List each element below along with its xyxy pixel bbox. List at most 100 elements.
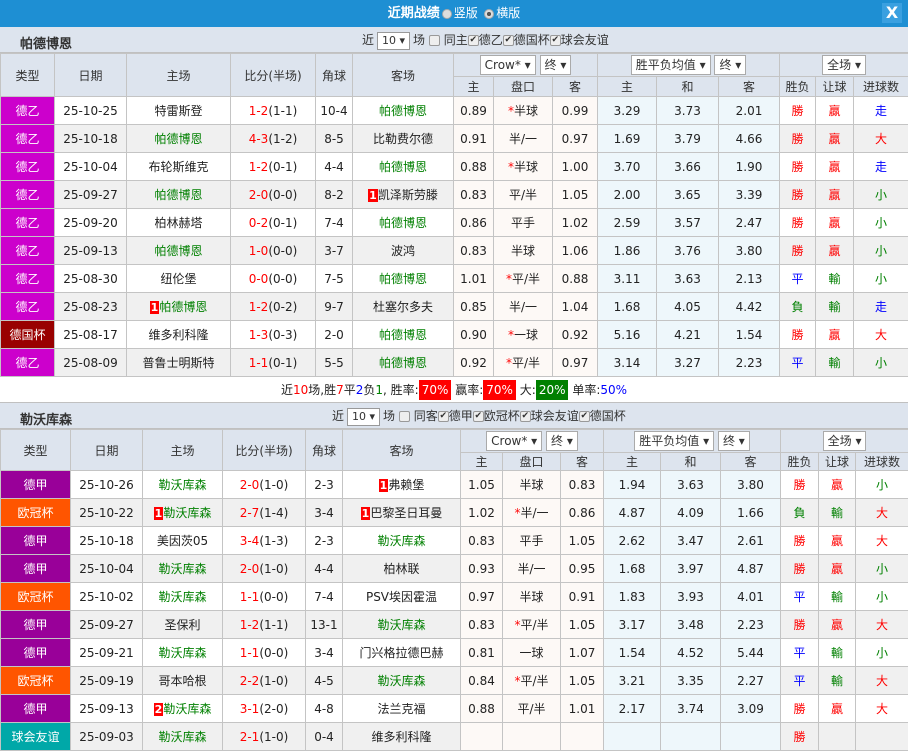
league-type[interactable]: 德国杯 [1, 321, 55, 349]
home-team[interactable]: 圣保利 [143, 611, 223, 639]
score[interactable]: 4-3(1-2) [231, 125, 316, 153]
odds-stage-select[interactable]: 终 ▾ [718, 431, 750, 451]
close-button[interactable]: X [882, 3, 902, 23]
league-type[interactable]: 德乙 [1, 349, 55, 377]
league-type[interactable]: 德甲 [1, 695, 71, 723]
league-type[interactable]: 德甲 [1, 527, 71, 555]
scope-select[interactable]: 全场 ▾ [823, 431, 867, 451]
score[interactable]: 1-1(0-0) [223, 639, 306, 667]
score[interactable]: 2-0(0-0) [231, 181, 316, 209]
odds-type-select[interactable]: 胜平负均值 ▾ [631, 55, 711, 75]
away-team[interactable]: 勒沃库森 [343, 667, 461, 695]
score[interactable]: 2-0(1-0) [223, 471, 306, 499]
league-type[interactable]: 德乙 [1, 237, 55, 265]
score[interactable]: 3-1(2-0) [223, 695, 306, 723]
home-team[interactable]: 勒沃库森 [143, 471, 223, 499]
score[interactable]: 2-0(1-0) [223, 555, 306, 583]
view-option-vertical[interactable]: 竖版 [454, 6, 478, 20]
league-type[interactable]: 德乙 [1, 153, 55, 181]
company-stage-select[interactable]: 终 ▾ [546, 431, 578, 451]
score[interactable]: 1-1(0-1) [231, 349, 316, 377]
league-type[interactable]: 德甲 [1, 639, 71, 667]
away-team[interactable]: 1凯泽斯劳滕 [353, 181, 454, 209]
league-type[interactable]: 球会友谊 [1, 723, 71, 751]
league-type[interactable]: 德乙 [1, 265, 55, 293]
league-checkbox[interactable]: ✔ [473, 411, 484, 422]
home-team[interactable]: 勒沃库森 [143, 723, 223, 751]
score[interactable]: 1-2(1-1) [231, 97, 316, 125]
home-team[interactable]: 维多利科隆 [127, 321, 231, 349]
home-team[interactable]: 勒沃库森 [143, 555, 223, 583]
home-team[interactable]: 1帕德博恩 [127, 293, 231, 321]
score[interactable]: 3-4(1-3) [223, 527, 306, 555]
league-checkbox[interactable]: ✔ [503, 35, 514, 46]
radio-horizontal[interactable] [484, 9, 494, 19]
home-team[interactable]: 勒沃库森 [143, 583, 223, 611]
home-team[interactable]: 帕德博恩 [127, 125, 231, 153]
score[interactable]: 0-0(0-0) [231, 265, 316, 293]
away-team[interactable]: 杜塞尔多夫 [353, 293, 454, 321]
scope-select[interactable]: 全场 ▾ [822, 55, 866, 75]
away-team[interactable]: 帕德博恩 [353, 349, 454, 377]
league-type[interactable]: 德乙 [1, 209, 55, 237]
league-type[interactable]: 德乙 [1, 181, 55, 209]
league-checkbox[interactable]: ✔ [550, 35, 561, 46]
score[interactable]: 2-7(1-4) [223, 499, 306, 527]
league-type[interactable]: 德甲 [1, 611, 71, 639]
league-checkbox[interactable]: ✔ [579, 411, 590, 422]
league-type[interactable]: 欧冠杯 [1, 499, 71, 527]
score[interactable]: 1-2(1-1) [223, 611, 306, 639]
odds-stage-select[interactable]: 终 ▾ [714, 55, 746, 75]
away-team[interactable]: 帕德博恩 [353, 209, 454, 237]
away-team[interactable]: 帕德博恩 [353, 153, 454, 181]
odds-type-select[interactable]: 胜平负均值 ▾ [634, 431, 714, 451]
score[interactable]: 2-1(1-0) [223, 723, 306, 751]
home-team[interactable]: 勒沃库森 [143, 639, 223, 667]
league-type[interactable]: 欧冠杯 [1, 667, 71, 695]
score[interactable]: 1-1(0-0) [223, 583, 306, 611]
away-team[interactable]: 门兴格拉德巴赫 [343, 639, 461, 667]
score[interactable]: 1-0(0-0) [231, 237, 316, 265]
company-stage-select[interactable]: 终 ▾ [540, 55, 572, 75]
home-team[interactable]: 特雷斯登 [127, 97, 231, 125]
league-type[interactable]: 德乙 [1, 97, 55, 125]
same-venue-checkbox[interactable] [429, 35, 440, 46]
home-team[interactable]: 美因茨05 [143, 527, 223, 555]
home-team[interactable]: 2勒沃库森 [143, 695, 223, 723]
company-select[interactable]: Crow* ▾ [486, 431, 542, 451]
score[interactable]: 2-2(1-0) [223, 667, 306, 695]
away-team[interactable]: 柏林联 [343, 555, 461, 583]
home-team[interactable]: 帕德博恩 [127, 237, 231, 265]
same-venue-checkbox[interactable] [399, 411, 410, 422]
away-team[interactable]: 勒沃库森 [343, 611, 461, 639]
league-type[interactable]: 德甲 [1, 471, 71, 499]
league-type[interactable]: 欧冠杯 [1, 583, 71, 611]
home-team[interactable]: 布轮斯维克 [127, 153, 231, 181]
away-team[interactable]: 帕德博恩 [353, 321, 454, 349]
away-team[interactable]: 1巴黎圣日耳曼 [343, 499, 461, 527]
league-type[interactable]: 德乙 [1, 125, 55, 153]
league-checkbox[interactable]: ✔ [520, 411, 531, 422]
match-count-select[interactable]: 10 ▾ [377, 32, 410, 50]
radio-vertical[interactable] [442, 9, 452, 19]
away-team[interactable]: 1弗赖堡 [343, 471, 461, 499]
score[interactable]: 1-2(0-2) [231, 293, 316, 321]
score[interactable]: 0-2(0-1) [231, 209, 316, 237]
view-option-horizontal[interactable]: 横版 [496, 6, 520, 20]
away-team[interactable]: 波鸿 [353, 237, 454, 265]
score[interactable]: 1-3(0-3) [231, 321, 316, 349]
home-team[interactable]: 哥本哈根 [143, 667, 223, 695]
away-team[interactable]: PSV埃因霍温 [343, 583, 461, 611]
league-checkbox[interactable]: ✔ [468, 35, 479, 46]
away-team[interactable]: 比勒费尔德 [353, 125, 454, 153]
away-team[interactable]: 法兰克福 [343, 695, 461, 723]
home-team[interactable]: 纽伦堡 [127, 265, 231, 293]
away-team[interactable]: 维多利科隆 [343, 723, 461, 751]
company-select[interactable]: Crow* ▾ [480, 55, 536, 75]
home-team[interactable]: 柏林赫塔 [127, 209, 231, 237]
home-team[interactable]: 帕德博恩 [127, 181, 231, 209]
league-checkbox[interactable]: ✔ [438, 411, 449, 422]
score[interactable]: 1-2(0-1) [231, 153, 316, 181]
home-team[interactable]: 普鲁士明斯特 [127, 349, 231, 377]
league-type[interactable]: 德甲 [1, 555, 71, 583]
